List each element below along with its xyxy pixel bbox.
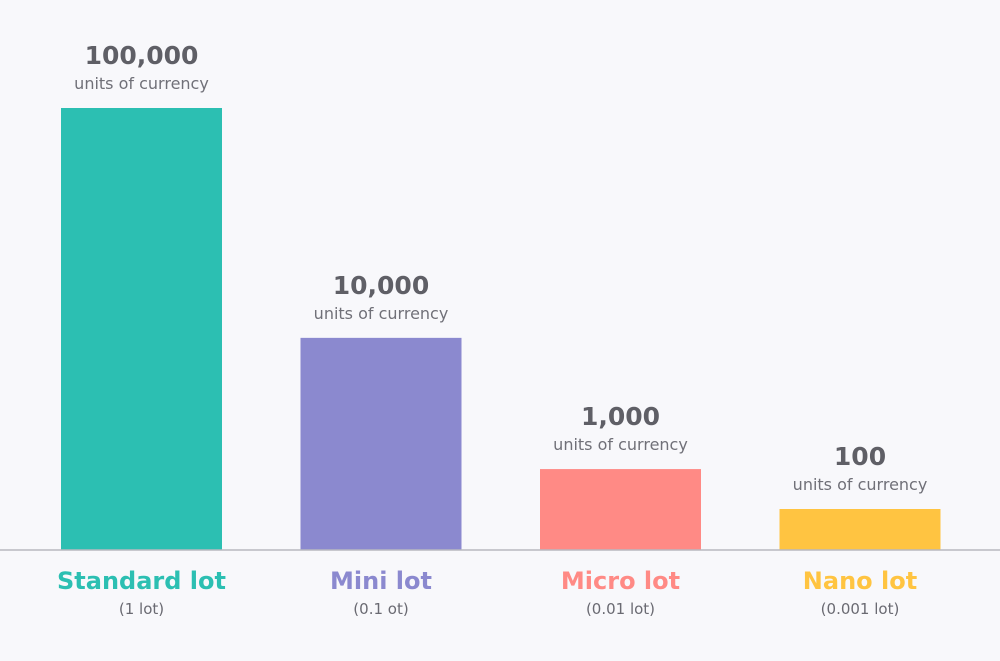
bar-value-label: 100,000 [85, 41, 199, 70]
bar-unit-label: units of currency [314, 304, 449, 323]
bar-value-label: 1,000 [581, 402, 660, 431]
bars-group [61, 108, 941, 550]
category-sublabel: (1 lot) [119, 600, 164, 618]
bar-mini-lot [300, 337, 462, 550]
bar-nano-lot [779, 509, 941, 550]
bar-micro-lot [540, 469, 701, 550]
bar-unit-label: units of currency [553, 435, 688, 454]
bar-value-label: 100 [834, 442, 886, 471]
category-sublabel: (0.01 lot) [586, 600, 655, 618]
bar-unit-label: units of currency [74, 74, 209, 93]
category-label: Mini lot [330, 567, 432, 595]
bar-standard-lot [61, 108, 222, 550]
category-label: Micro lot [561, 567, 680, 595]
labels-group: 100,000 units of currency Standard lot (1 l… [57, 41, 927, 618]
category-label: Standard lot [57, 567, 226, 595]
bar-unit-label: units of currency [793, 475, 928, 494]
category-sublabel: (0.1 ot) [353, 600, 408, 618]
category-label: Nano lot [803, 567, 917, 595]
bar-value-label: 10,000 [333, 271, 429, 300]
category-sublabel: (0.001 lot) [821, 600, 900, 618]
